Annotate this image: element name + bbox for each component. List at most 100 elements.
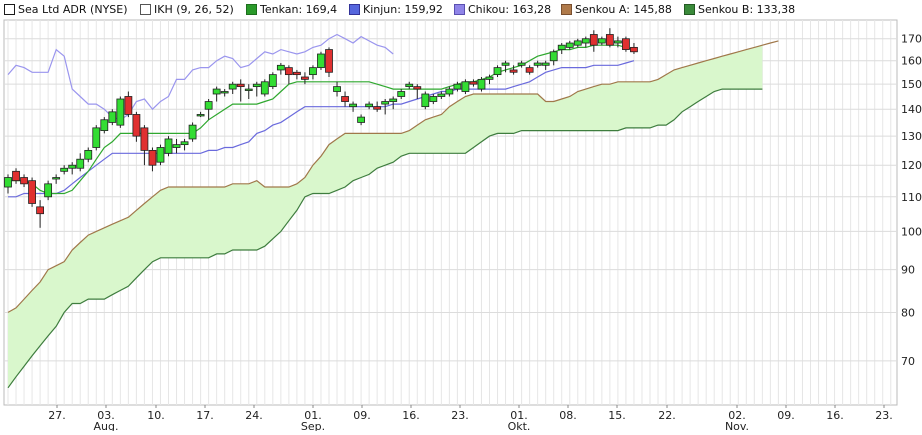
candle-body (172, 144, 181, 148)
candle-body (614, 40, 622, 44)
x-tick-label: 09. (353, 409, 371, 422)
legend-swatch (4, 4, 15, 15)
candle-body (252, 83, 261, 88)
candle-body (405, 83, 414, 88)
candle-body (284, 67, 293, 76)
candle-body (525, 67, 534, 73)
candle-body (220, 91, 229, 94)
candle-body (244, 88, 253, 91)
candle-body (437, 93, 446, 97)
candle-body (533, 62, 542, 66)
candle-body (20, 177, 28, 185)
candle-body (477, 78, 486, 90)
candle-body (445, 88, 454, 95)
candle-body (260, 81, 269, 95)
y-tick-label: 140 (901, 103, 922, 116)
candle-body (365, 103, 374, 108)
candle-body (622, 38, 630, 50)
legend-label: Chikou: 163,28 (468, 3, 552, 16)
candle-body (292, 71, 301, 76)
candle-body (12, 170, 20, 182)
legend-label: Tenkan: 169,4 (260, 3, 338, 16)
candle-body (309, 67, 317, 76)
candle-body (84, 149, 93, 160)
x-tick-label: 16. (402, 409, 420, 422)
x-tick-label: 27. (48, 409, 66, 422)
candle-body (60, 167, 69, 172)
candle-body (493, 67, 502, 76)
candle-body (228, 83, 237, 90)
candle-body (325, 49, 333, 73)
x-month-label: Nov. (725, 420, 749, 431)
x-tick-label: 09. (777, 409, 795, 422)
candle-body (509, 69, 518, 73)
candle-body (373, 106, 382, 110)
legend-label: Senkou B: 133,38 (698, 3, 796, 16)
ichimoku-cloud (8, 45, 763, 388)
candle-body (36, 206, 44, 215)
candle-body (92, 127, 101, 148)
candle-body (4, 177, 12, 188)
candle-body (276, 64, 285, 71)
x-tick-label: 15. (608, 409, 626, 422)
candle-body (52, 177, 61, 180)
y-tick-label: 170 (901, 33, 922, 46)
candle-body (453, 83, 462, 90)
candle-body (565, 42, 574, 48)
candle-body (581, 38, 590, 44)
candle-body (188, 124, 197, 140)
candle-body (156, 147, 165, 163)
candle-body (212, 88, 221, 95)
y-tick-label: 120 (901, 159, 922, 172)
x-tick-label: 17. (196, 409, 214, 422)
candle-body (461, 81, 470, 92)
candle-body (469, 81, 478, 85)
legend-label: Kinjun: 159,92 (363, 3, 443, 16)
candle-body (605, 34, 614, 46)
y-tick-label: 80 (901, 306, 915, 319)
candle-body (124, 96, 133, 115)
candle-body (397, 91, 406, 97)
senkou-a-line (7, 40, 779, 313)
legend: Sea Ltd ADR (NYSE) IKH (9, 26, 52) Tenkan:… (0, 0, 922, 18)
kijun-line (8, 60, 635, 198)
y-tick-label: 150 (901, 78, 922, 91)
legend-label: IKH (9, 26, 52) (154, 3, 234, 16)
candle-body (268, 74, 277, 88)
candle-body (28, 180, 36, 204)
candle-body (301, 76, 309, 80)
legend-swatch (684, 4, 695, 15)
candle-body (597, 38, 606, 44)
chikou-line (7, 33, 394, 121)
x-tick-label: 22. (658, 409, 676, 422)
candle-body (100, 119, 109, 132)
candle-body (116, 98, 125, 126)
legend-label: Senkou A: 145,88 (575, 3, 672, 16)
x-month-label: Okt. (508, 420, 531, 431)
y-tick-label: 100 (901, 225, 922, 238)
x-tick-label: 02. (728, 409, 746, 422)
candle-body (317, 53, 325, 69)
candle-body (196, 114, 205, 117)
legend-swatch (561, 4, 572, 15)
candle-body (541, 62, 550, 66)
candle-body (630, 46, 638, 53)
candle-body (204, 101, 213, 110)
candle-body (381, 101, 390, 105)
x-tick-label: 01. (510, 409, 528, 422)
x-tick-label: 10. (147, 409, 165, 422)
candle-body (333, 86, 341, 92)
candle-body (485, 76, 494, 80)
candle-body (44, 183, 53, 198)
candle-body (76, 158, 85, 169)
x-month-label: Aug. (94, 420, 119, 431)
candle-body (413, 86, 422, 90)
candle-body (549, 51, 558, 62)
x-tick-label: 08. (559, 409, 577, 422)
y-tick-label: 110 (901, 191, 922, 204)
candle-body (573, 40, 582, 46)
candle-body (180, 141, 189, 146)
legend-swatch (454, 4, 465, 15)
x-tick-label: 03. (97, 409, 115, 422)
